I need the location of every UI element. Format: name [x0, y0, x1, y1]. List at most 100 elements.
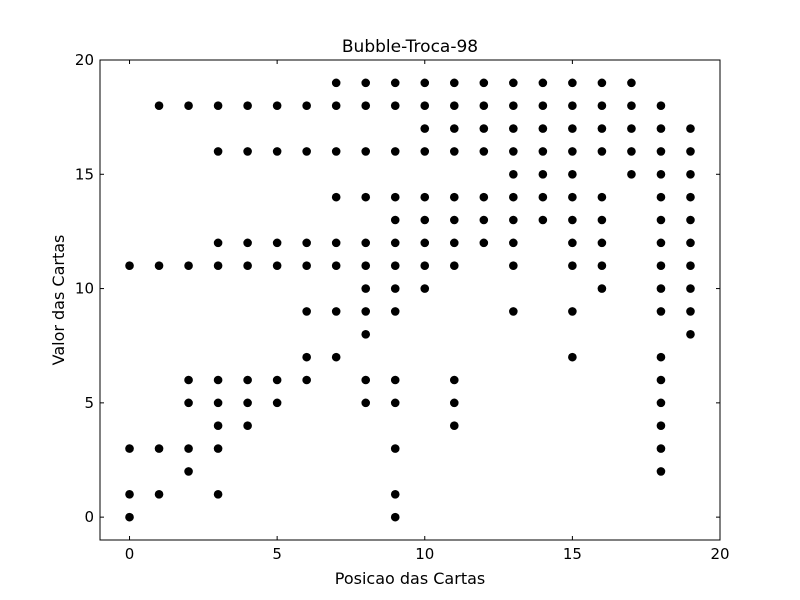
data-point [361, 101, 371, 111]
data-point [390, 284, 400, 293]
data-point [272, 261, 282, 271]
data-point [213, 375, 223, 385]
y-tick-label: 0 [84, 508, 94, 526]
data-point [361, 307, 371, 316]
data-point [243, 398, 252, 408]
data-point [449, 124, 459, 133]
data-point [243, 261, 252, 271]
data-point [302, 375, 311, 385]
data-point [213, 444, 223, 453]
data-point [243, 101, 252, 111]
data-point [597, 261, 607, 271]
data-point [538, 101, 548, 111]
data-point [509, 124, 518, 133]
data-point [686, 329, 695, 339]
data-point [449, 375, 459, 385]
data-point [479, 124, 489, 133]
data-point [538, 78, 548, 88]
data-point [361, 375, 371, 385]
data-point [243, 147, 252, 156]
data-point [568, 78, 577, 88]
data-point [390, 261, 400, 271]
data-point [686, 261, 695, 271]
data-point [597, 147, 607, 156]
data-point [420, 78, 430, 88]
data-point [272, 147, 282, 156]
data-point [656, 192, 666, 202]
data-point [597, 124, 607, 133]
data-point [509, 101, 518, 111]
data-point [154, 261, 164, 271]
data-point [361, 284, 371, 293]
data-point [568, 261, 577, 271]
data-point [302, 352, 311, 362]
data-point [390, 444, 400, 453]
data-point [568, 101, 577, 111]
data-point [361, 329, 371, 339]
data-point [272, 398, 282, 408]
data-point [449, 261, 459, 271]
data-point [686, 238, 695, 248]
data-point [656, 421, 666, 431]
data-point [272, 238, 282, 248]
data-point [390, 147, 400, 156]
data-point [449, 421, 459, 431]
data-point [361, 192, 371, 202]
data-point [420, 124, 430, 133]
data-point [568, 192, 577, 202]
data-point [479, 238, 489, 248]
data-point [213, 101, 223, 111]
data-point [331, 78, 341, 88]
data-point [331, 147, 341, 156]
data-point [627, 124, 636, 133]
data-point [361, 238, 371, 248]
data-point [597, 238, 607, 248]
data-point [420, 238, 430, 248]
data-point [597, 78, 607, 88]
data-point [479, 101, 489, 111]
data-point [390, 489, 400, 499]
data-point [568, 215, 577, 225]
data-point [449, 101, 459, 111]
data-point [479, 192, 489, 202]
data-point [213, 489, 223, 499]
data-point [331, 101, 341, 111]
data-point [479, 215, 489, 225]
data-point [331, 352, 341, 362]
data-point [568, 238, 577, 248]
data-point [390, 215, 400, 225]
data-point [420, 215, 430, 225]
data-point [184, 261, 193, 271]
data-point [656, 398, 666, 408]
axis-ticks: 0 5 10 15 20 0 5 10 15 20 [75, 51, 730, 563]
data-point [686, 284, 695, 293]
data-point [656, 147, 666, 156]
data-point [686, 169, 695, 179]
data-point [656, 307, 666, 316]
data-point [597, 284, 607, 293]
x-tick-label: 10 [415, 545, 434, 563]
y-axis-label: Valor das Cartas [49, 235, 68, 366]
data-point [243, 238, 252, 248]
data-point [509, 261, 518, 271]
data-point [390, 192, 400, 202]
data-point [213, 261, 223, 271]
data-point [302, 101, 311, 111]
x-tick-label: 5 [272, 545, 282, 563]
data-point [686, 192, 695, 202]
data-point [656, 375, 666, 385]
data-point [302, 261, 311, 271]
data-point [627, 78, 636, 88]
y-tick-label: 5 [84, 394, 94, 412]
data-point [656, 261, 666, 271]
data-point [449, 147, 459, 156]
data-point [361, 147, 371, 156]
data-point [509, 215, 518, 225]
data-point [509, 307, 518, 316]
y-tick-label: 20 [75, 51, 94, 69]
data-point [331, 192, 341, 202]
data-point [154, 101, 164, 111]
data-point [686, 147, 695, 156]
x-axis-label: Posicao das Cartas [335, 569, 485, 588]
data-point [154, 489, 164, 499]
